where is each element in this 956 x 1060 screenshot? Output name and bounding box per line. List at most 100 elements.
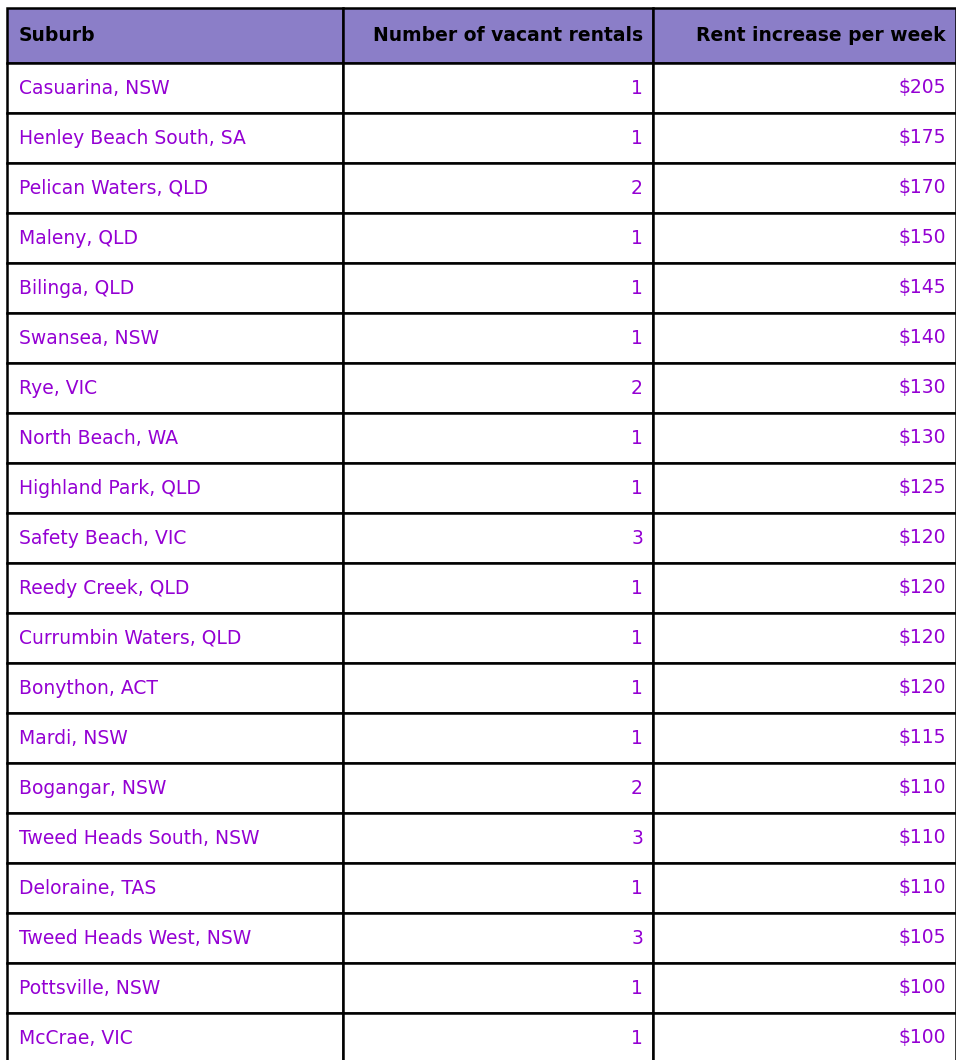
Text: Rye, VIC: Rye, VIC xyxy=(19,378,98,398)
Text: 1: 1 xyxy=(631,279,643,298)
Text: Pelican Waters, QLD: Pelican Waters, QLD xyxy=(19,178,208,197)
Bar xyxy=(7,563,343,613)
Text: Maleny, QLD: Maleny, QLD xyxy=(19,229,138,247)
Text: 1: 1 xyxy=(631,1028,643,1047)
Text: 1: 1 xyxy=(631,678,643,697)
Bar xyxy=(343,413,653,463)
Text: Mardi, NSW: Mardi, NSW xyxy=(19,728,128,747)
Bar xyxy=(343,913,653,962)
Text: $130: $130 xyxy=(899,428,946,447)
Text: $110: $110 xyxy=(899,829,946,848)
Bar xyxy=(343,713,653,763)
Bar xyxy=(343,813,653,863)
Bar xyxy=(343,213,653,263)
Bar xyxy=(7,713,343,763)
Text: $100: $100 xyxy=(899,978,946,997)
Text: $120: $120 xyxy=(899,529,946,548)
Bar xyxy=(343,113,653,163)
Text: $120: $120 xyxy=(899,629,946,648)
Bar xyxy=(653,63,956,113)
Text: Pottsville, NSW: Pottsville, NSW xyxy=(19,978,161,997)
Bar xyxy=(7,863,343,913)
Text: $110: $110 xyxy=(899,879,946,898)
Text: 1: 1 xyxy=(631,78,643,98)
Text: $120: $120 xyxy=(899,579,946,598)
Text: Safety Beach, VIC: Safety Beach, VIC xyxy=(19,529,186,548)
Bar xyxy=(343,962,653,1013)
Bar xyxy=(653,713,956,763)
Text: Tweed Heads West, NSW: Tweed Heads West, NSW xyxy=(19,929,251,948)
Text: Deloraine, TAS: Deloraine, TAS xyxy=(19,879,156,898)
Text: Number of vacant rentals: Number of vacant rentals xyxy=(373,26,643,45)
Bar xyxy=(653,613,956,662)
Text: 1: 1 xyxy=(631,428,643,447)
Text: 1: 1 xyxy=(631,329,643,348)
Text: $125: $125 xyxy=(899,478,946,497)
Text: 3: 3 xyxy=(631,929,643,948)
Bar xyxy=(653,213,956,263)
Bar xyxy=(7,513,343,563)
Text: $145: $145 xyxy=(899,279,946,298)
Bar xyxy=(7,662,343,713)
Text: $175: $175 xyxy=(899,128,946,147)
Text: $120: $120 xyxy=(899,678,946,697)
Text: Bilinga, QLD: Bilinga, QLD xyxy=(19,279,134,298)
Bar xyxy=(653,113,956,163)
Text: 1: 1 xyxy=(631,728,643,747)
Bar xyxy=(653,313,956,363)
Bar xyxy=(343,763,653,813)
Text: $110: $110 xyxy=(899,778,946,797)
Text: 3: 3 xyxy=(631,529,643,548)
Bar xyxy=(7,113,343,163)
Bar xyxy=(343,363,653,413)
Text: $130: $130 xyxy=(899,378,946,398)
Bar xyxy=(7,813,343,863)
Bar xyxy=(7,1013,343,1060)
Bar xyxy=(653,413,956,463)
Bar xyxy=(653,163,956,213)
Text: Currumbin Waters, QLD: Currumbin Waters, QLD xyxy=(19,629,241,648)
Bar xyxy=(7,313,343,363)
Bar xyxy=(343,563,653,613)
Bar xyxy=(653,813,956,863)
Text: Bonython, ACT: Bonython, ACT xyxy=(19,678,158,697)
Bar xyxy=(653,913,956,962)
Bar xyxy=(343,8,653,63)
Text: 1: 1 xyxy=(631,629,643,648)
Bar xyxy=(343,662,653,713)
Bar xyxy=(653,363,956,413)
Text: McCrae, VIC: McCrae, VIC xyxy=(19,1028,133,1047)
Text: $170: $170 xyxy=(899,178,946,197)
Text: 1: 1 xyxy=(631,978,643,997)
Bar xyxy=(653,563,956,613)
Bar xyxy=(653,962,956,1013)
Text: Bogangar, NSW: Bogangar, NSW xyxy=(19,778,166,797)
Bar xyxy=(653,662,956,713)
Bar xyxy=(653,1013,956,1060)
Bar xyxy=(7,763,343,813)
Text: $115: $115 xyxy=(899,728,946,747)
Text: 2: 2 xyxy=(631,778,643,797)
Bar xyxy=(653,513,956,563)
Bar xyxy=(7,413,343,463)
Text: North Beach, WA: North Beach, WA xyxy=(19,428,178,447)
Bar xyxy=(343,463,653,513)
Bar xyxy=(653,463,956,513)
Text: Reedy Creek, QLD: Reedy Creek, QLD xyxy=(19,579,189,598)
Text: 3: 3 xyxy=(631,829,643,848)
Bar xyxy=(7,913,343,962)
Bar xyxy=(343,263,653,313)
Text: $205: $205 xyxy=(899,78,946,98)
Text: 2: 2 xyxy=(631,178,643,197)
Bar xyxy=(7,363,343,413)
Bar xyxy=(343,63,653,113)
Bar xyxy=(343,513,653,563)
Text: Suburb: Suburb xyxy=(19,26,96,45)
Text: Tweed Heads South, NSW: Tweed Heads South, NSW xyxy=(19,829,259,848)
Bar xyxy=(7,263,343,313)
Text: Rent increase per week: Rent increase per week xyxy=(696,26,946,45)
Bar xyxy=(343,613,653,662)
Bar xyxy=(7,63,343,113)
Text: 1: 1 xyxy=(631,478,643,497)
Text: $100: $100 xyxy=(899,1028,946,1047)
